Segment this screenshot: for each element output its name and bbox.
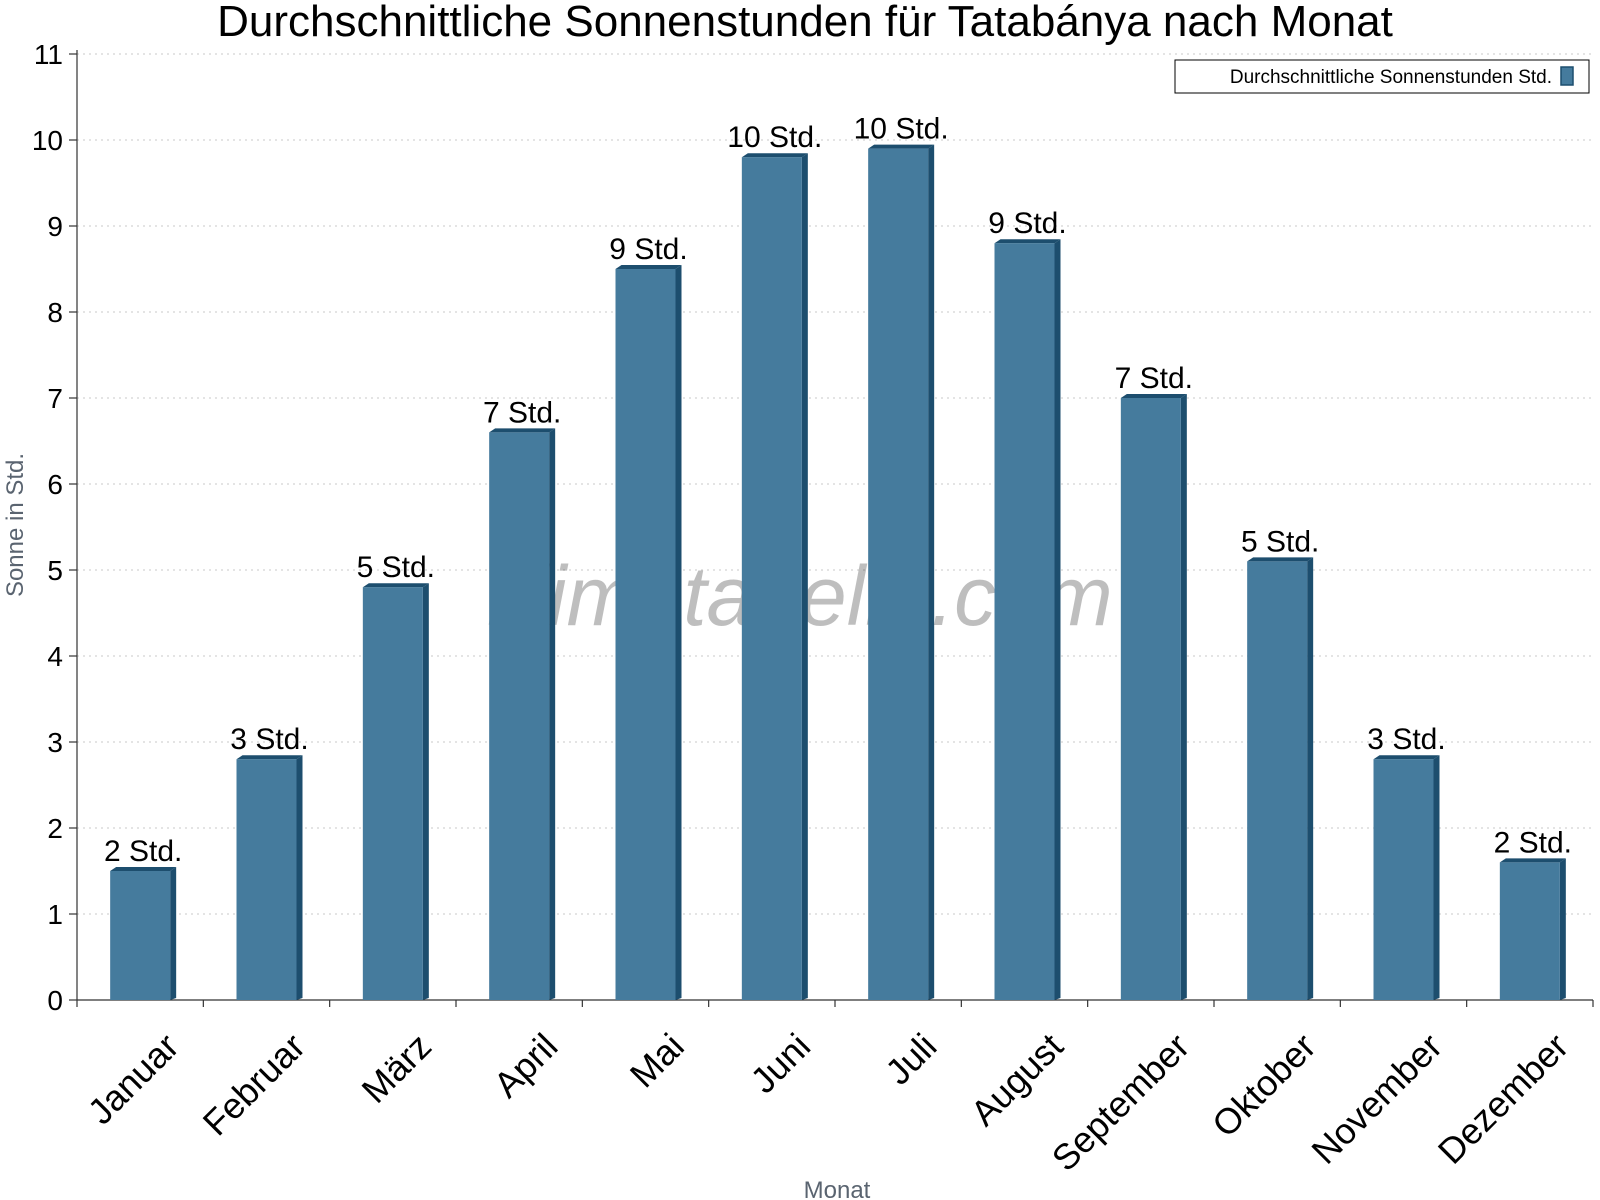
bar-top-face [1247, 557, 1314, 562]
bar-top-face [994, 239, 1061, 244]
bar [489, 432, 550, 1000]
bar-top-face [615, 265, 682, 269]
y-tick-labels: 0 1 2 3 4 5 6 7 8 9 10 11 [32, 39, 63, 1016]
bar-side-face [675, 265, 682, 1000]
y-tick-label: 10 [32, 125, 63, 156]
bar-top-face [1499, 858, 1566, 863]
legend-label: Durchschnittliche Sonnenstunden Std. [1230, 67, 1552, 88]
data-label: 10 Std. [854, 113, 949, 146]
chart-title: Durchschnittliche Sonnenstunden für Tata… [217, 0, 1393, 46]
y-tick-label: 1 [47, 899, 63, 930]
bar-top-face [362, 583, 429, 588]
x-tick-label: Januar [80, 1025, 187, 1132]
y-tick-label: 0 [47, 985, 63, 1016]
legend-swatch [1560, 66, 1574, 86]
x-tick-label: Dezember [1430, 1025, 1576, 1171]
bar-side-face [928, 144, 935, 1001]
data-label: 9 Std. [609, 233, 687, 266]
y-tick-label: 4 [47, 641, 63, 672]
bar-side-face [170, 867, 177, 1000]
bar-top-face [741, 153, 808, 158]
y-tick-label: 6 [47, 469, 63, 500]
bar [362, 587, 423, 1000]
x-tick-label: Februar [195, 1025, 313, 1143]
bar-side-face [296, 755, 303, 1000]
data-label: 3 Std. [230, 723, 308, 756]
bar-6 [741, 153, 808, 1000]
gridlines [77, 53, 1593, 915]
y-tick-label: 5 [47, 555, 63, 586]
bar [615, 269, 676, 1000]
bar-side-face [1307, 557, 1314, 1000]
bar-side-face [1559, 858, 1566, 1000]
data-label: 10 Std. [727, 121, 822, 154]
bar-1 [110, 867, 177, 1000]
x-tick-label: März [354, 1025, 440, 1111]
bar-5 [615, 265, 682, 1000]
bar-side-face [549, 428, 556, 1000]
y-tick-label: 3 [47, 727, 63, 758]
x-axis-title: Monat [804, 1177, 871, 1200]
y-tick-label: 9 [47, 211, 63, 242]
bar-top-face [868, 144, 935, 149]
x-tick-label: August [963, 1025, 1071, 1133]
x-tick-label: Juli [877, 1025, 944, 1092]
bar-top-face [236, 755, 303, 760]
data-label: 9 Std. [988, 207, 1066, 240]
x-tick-label: Mai [622, 1025, 692, 1095]
bar-7 [868, 144, 935, 1001]
bar-11 [1373, 755, 1440, 1000]
bar-9 [1120, 394, 1187, 1000]
bar-top-face [110, 867, 177, 871]
legend-box [1174, 59, 1590, 94]
bar [741, 157, 802, 1000]
x-tick-label: April [486, 1025, 566, 1105]
bars [110, 144, 1566, 1001]
bar-4 [489, 428, 556, 1000]
bar [1247, 561, 1308, 1000]
data-label: 2 Std. [1494, 826, 1572, 859]
bar-2 [236, 755, 303, 1000]
bar [1120, 398, 1181, 1000]
y-tick-label: 7 [47, 383, 63, 414]
data-label: 7 Std. [1115, 362, 1193, 395]
bar-top-face [489, 428, 556, 433]
data-label: 5 Std. [357, 551, 435, 584]
bar-side-face [1433, 755, 1440, 1000]
bar-side-face [801, 153, 808, 1000]
x-tick-label: September [1044, 1025, 1198, 1179]
data-label: 7 Std. [483, 396, 561, 429]
legend: Durchschnittliche Sonnenstunden Std. [1174, 59, 1590, 94]
bar [110, 871, 171, 1000]
bar-10 [1247, 557, 1314, 1000]
bar [994, 243, 1055, 1000]
bar [1373, 759, 1434, 1000]
y-axis-title: Sonne in Std. [2, 453, 29, 597]
bar-top-face [1120, 394, 1187, 398]
bar-3 [362, 583, 429, 1000]
bar-side-face [1054, 239, 1061, 1000]
bar [236, 759, 297, 1000]
bar [1499, 862, 1560, 1000]
data-label: 2 Std. [104, 835, 182, 868]
bar-top-face [1373, 755, 1440, 760]
x-tick-labels: Januar Februar März April Mai Juni Juli AugustS… [80, 1025, 1577, 1179]
data-label: 5 Std. [1241, 525, 1319, 558]
axes [69, 50, 1594, 1007]
data-label: 3 Std. [1367, 723, 1445, 756]
x-tick-label: November [1303, 1025, 1449, 1171]
bar-side-face [422, 583, 429, 1000]
bar-side-face [1180, 394, 1187, 1000]
y-tick-label: 2 [47, 813, 63, 844]
x-tick-label: Juni [742, 1025, 818, 1101]
y-tick-label: 8 [47, 297, 63, 328]
bar [868, 148, 929, 1001]
data-labels: 2 Std. 3 Std. 5 Std. 7 Std. 9 Std. 10 Std. 10 … [104, 113, 1572, 868]
x-tick-label: Oktober [1204, 1025, 1324, 1145]
bar-12 [1499, 858, 1566, 1000]
bar-8 [994, 239, 1061, 1000]
y-tick-label: 11 [34, 39, 63, 70]
